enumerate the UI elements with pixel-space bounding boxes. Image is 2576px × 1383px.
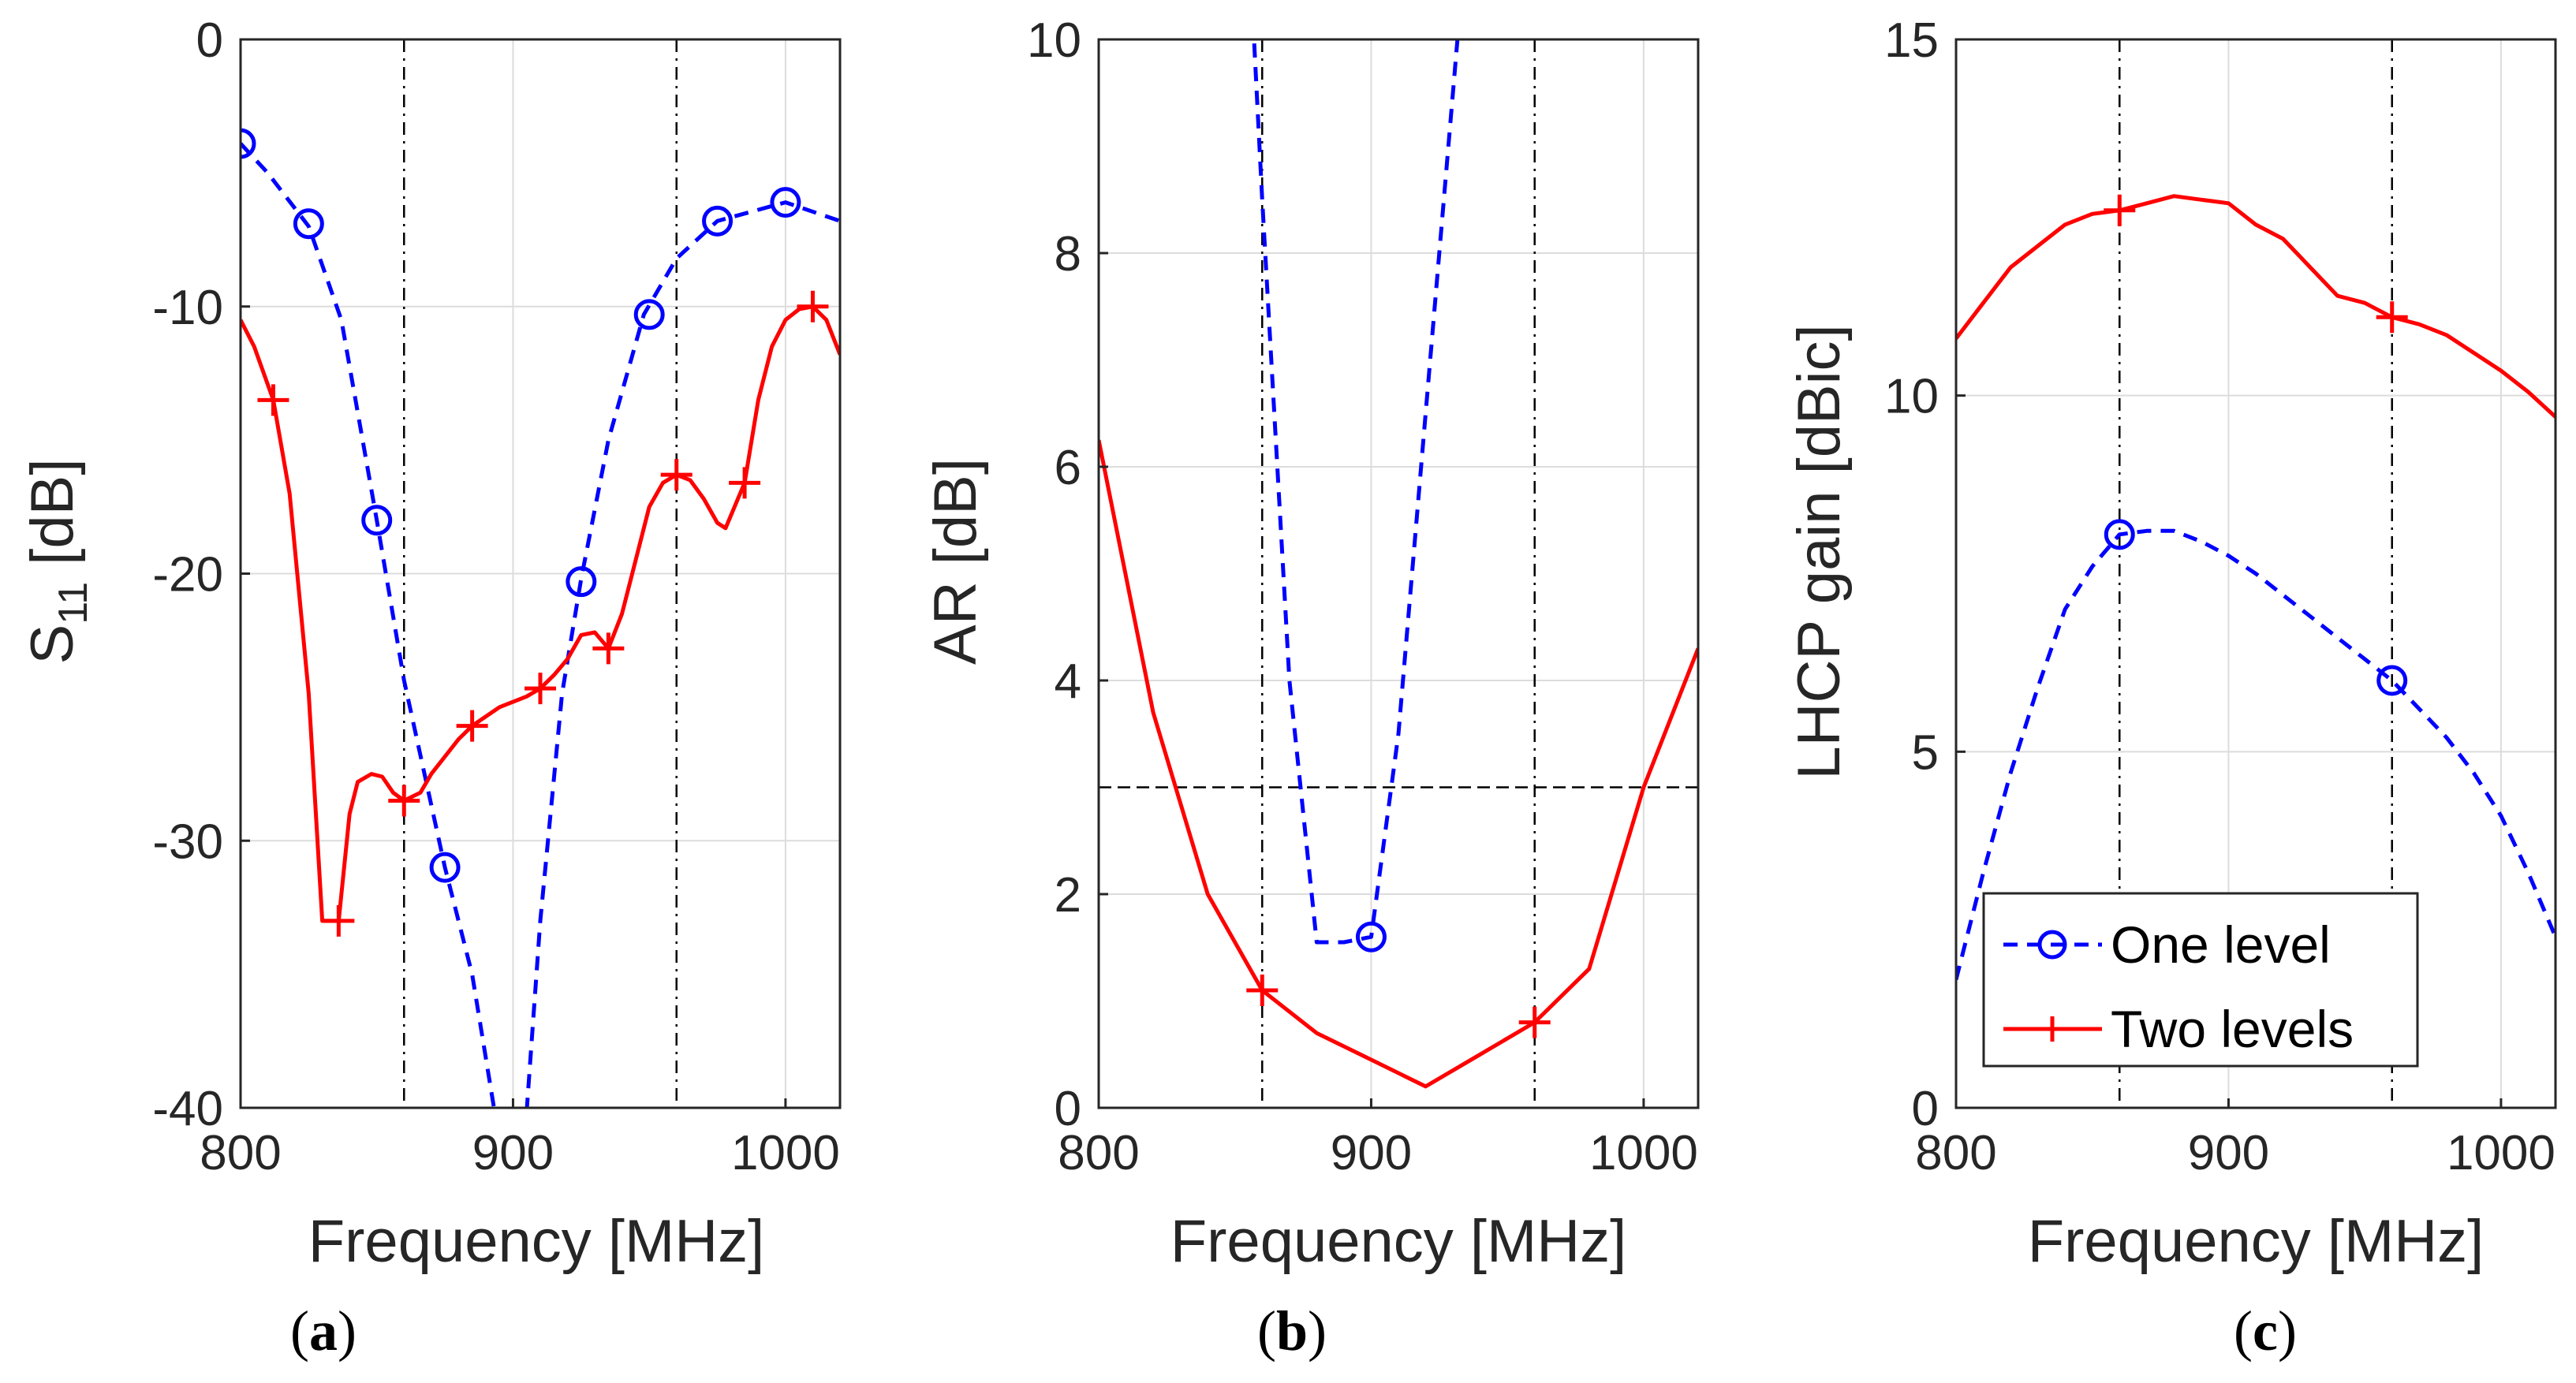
- x-axis-label: Frequency [MHz]: [1170, 1208, 1627, 1275]
- data-point-one-level: [361, 505, 393, 536]
- y-tick-label: 10: [1884, 370, 1939, 424]
- y-tick-label: 2: [1055, 868, 1081, 923]
- y-tick-label: 4: [1055, 654, 1081, 709]
- data-point-two-levels: [456, 710, 488, 742]
- x-tick-label: 900: [2188, 1126, 2269, 1180]
- data-point-one-level: [770, 187, 801, 218]
- chart-panel-b: 800 900 1000 0 2 4 6 8 10 Frequency [MHz] AR [dB…: [922, 13, 1700, 1362]
- panel-label: (a): [290, 1299, 357, 1362]
- data-point-one-level: [702, 205, 734, 237]
- x-tick-label: 1000: [1589, 1126, 1698, 1180]
- x-tick-label: 1000: [2447, 1126, 2555, 1180]
- data-point-two-levels: [2104, 194, 2136, 226]
- data-point-two-levels: [660, 459, 693, 491]
- series-line-one-level: [1252, 39, 1460, 945]
- x-tick-label: 800: [1058, 1126, 1139, 1180]
- data-point-one-level: [429, 852, 461, 883]
- x-tick-label: 1000: [731, 1126, 840, 1180]
- data-point-two-levels: [1518, 1006, 1551, 1038]
- x-axis-label: Frequency [MHz]: [2028, 1208, 2485, 1275]
- data-point-two-levels: [592, 632, 625, 665]
- data-point-two-levels: [1246, 974, 1279, 1006]
- data-point-two-levels: [729, 467, 761, 499]
- data-point-one-level: [1355, 921, 1387, 952]
- legend: One level Two levels: [1982, 892, 2419, 1068]
- series-line-two-levels: [1956, 194, 2555, 419]
- legend-marker-one-level: [2037, 930, 2067, 960]
- y-tick-label: 5: [1912, 725, 1939, 780]
- data-point-two-levels: [257, 384, 289, 416]
- legend-marker-two-levels: [2040, 1016, 2065, 1042]
- panel-letter: a: [309, 1299, 338, 1362]
- series-line-two-levels: [1099, 439, 1698, 1089]
- panel-label: (c): [2234, 1299, 2297, 1362]
- x-tick-label: 900: [472, 1126, 554, 1180]
- y-axis-label-rest: [dB]: [19, 459, 86, 582]
- y-tick-label: 8: [1055, 227, 1081, 281]
- data-point-two-levels: [323, 904, 355, 937]
- y-tick-label: 15: [1884, 13, 1939, 68]
- y-axis-label-main: S: [19, 624, 86, 665]
- y-tick-label: -10: [152, 281, 223, 335]
- y-tick-label: 0: [1055, 1082, 1081, 1136]
- series-line-two-levels: [241, 304, 840, 923]
- data-point-two-levels: [525, 673, 556, 705]
- legend-box: [1982, 892, 2419, 1068]
- series-line-one-level: [1956, 528, 2555, 981]
- y-axis-label: AR [dB]: [922, 458, 989, 665]
- panel-letter: c: [2253, 1299, 2278, 1362]
- legend-label-one-level: One level: [2111, 915, 2331, 974]
- legend-label-two-levels: Two levels: [2111, 1000, 2354, 1058]
- data-point-one-level: [241, 128, 256, 159]
- x-axis-label: Frequency [MHz]: [308, 1208, 765, 1275]
- y-tick-label: -20: [152, 548, 223, 602]
- data-point-one-level: [566, 566, 597, 598]
- panel-label: (b): [1257, 1299, 1327, 1362]
- y-tick-label: 6: [1055, 441, 1081, 495]
- data-point-two-levels: [797, 290, 829, 322]
- data-point-one-level: [2376, 665, 2408, 696]
- data-point-one-level: [2104, 519, 2135, 550]
- y-tick-label: 0: [196, 13, 223, 68]
- y-tick-label: -40: [152, 1082, 223, 1136]
- chart-panel-c: 800 900 1000 0 5 10 15 Frequency [MHz] LHCP ga…: [1786, 13, 2557, 1362]
- y-tick-label: 10: [1027, 13, 1081, 68]
- x-tick-label: 800: [1915, 1126, 1996, 1180]
- y-tick-label: -30: [152, 815, 223, 869]
- y-axis-label: LHCP gain [dBic]: [1786, 324, 1853, 779]
- data-point-one-level: [633, 299, 665, 330]
- data-point-two-levels: [2376, 301, 2408, 334]
- x-tick-label: 900: [1331, 1126, 1412, 1180]
- data-point-one-level: [293, 208, 324, 240]
- y-axis-label: S11 [dB]: [19, 459, 96, 665]
- x-tick-label: 800: [200, 1126, 281, 1180]
- data-point-two-levels: [388, 785, 420, 817]
- series-line-one-level: [241, 142, 840, 1108]
- panel-letter: b: [1276, 1299, 1308, 1362]
- chart-panel-a: 800 900 1000-40-30-20-100 Frequency [MHz] …: [19, 13, 842, 1362]
- y-axis-label-sub: 11: [50, 582, 96, 624]
- y-tick-label: 0: [1912, 1082, 1939, 1136]
